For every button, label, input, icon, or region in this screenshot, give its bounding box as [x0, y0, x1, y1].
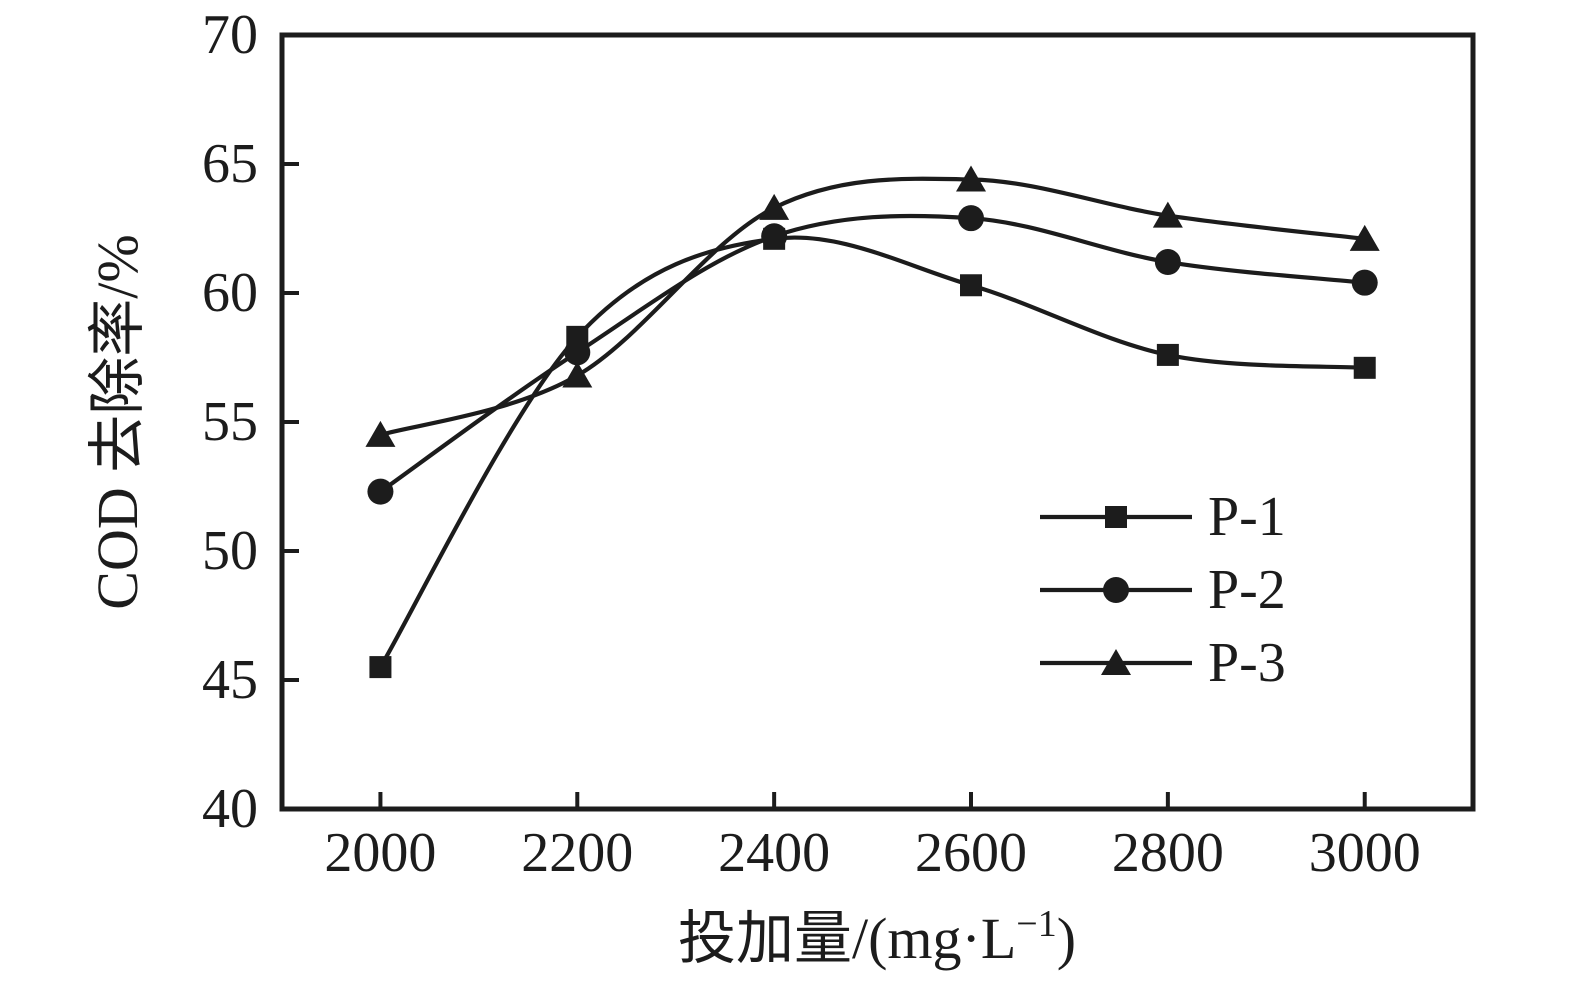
data-point-p-3: [365, 420, 396, 447]
data-point-p-1: [1156, 343, 1179, 366]
y-tick-label: 70: [202, 4, 258, 66]
legend-label-p-1: P-1: [1208, 486, 1286, 548]
x-tick-label: 2800: [1112, 822, 1224, 884]
data-point-p-2: [367, 478, 394, 505]
legend-marker-p-3: [1101, 649, 1131, 675]
legend-marker-p-2: [1103, 577, 1129, 603]
x-axis-title-close: ): [1057, 906, 1076, 971]
x-tick-label: 2200: [521, 822, 633, 884]
data-point-p-3: [1152, 201, 1183, 228]
y-tick-label: 50: [202, 520, 258, 582]
y-tick-label: 45: [202, 649, 258, 711]
data-point-p-2: [1351, 269, 1378, 296]
x-axis-title: 投加量/(mg·L−1): [678, 903, 1076, 971]
x-tick-label: 2400: [718, 822, 830, 884]
x-tick-label: 2000: [324, 822, 436, 884]
data-point-p-1: [960, 274, 983, 297]
data-point-p-2: [958, 205, 985, 232]
data-point-p-3: [1349, 224, 1380, 251]
y-tick-label: 60: [202, 262, 258, 324]
legend-marker-p-1: [1105, 506, 1127, 528]
y-tick-label: 55: [202, 391, 258, 453]
x-tick-label: 2600: [915, 822, 1027, 884]
legend-label-p-3: P-3: [1208, 632, 1286, 694]
data-point-p-2: [564, 339, 591, 366]
plot-frame: [279, 32, 1476, 812]
x-tick-label: 3000: [1309, 822, 1421, 884]
data-point-p-3: [562, 361, 593, 388]
x-axis-title-superscript: −1: [1016, 903, 1056, 945]
data-point-p-1: [1353, 356, 1376, 379]
data-point-p-2: [761, 223, 788, 250]
y-tick-label: 65: [202, 133, 258, 195]
series-line-p-1: [378, 235, 1367, 670]
data-point-p-1: [369, 656, 392, 679]
y-axis-title: COD 去除率/%: [85, 234, 150, 609]
legend-label-p-2: P-2: [1208, 559, 1286, 621]
data-point-p-3: [759, 193, 790, 220]
series-line-p-3: [378, 176, 1367, 437]
series-line-p-2: [378, 213, 1367, 494]
x-axis-title-main: 投加量/(mg·L: [678, 906, 1016, 971]
data-point-p-2: [1154, 249, 1181, 276]
y-tick-label: 40: [202, 778, 258, 840]
data-point-p-3: [956, 165, 987, 192]
